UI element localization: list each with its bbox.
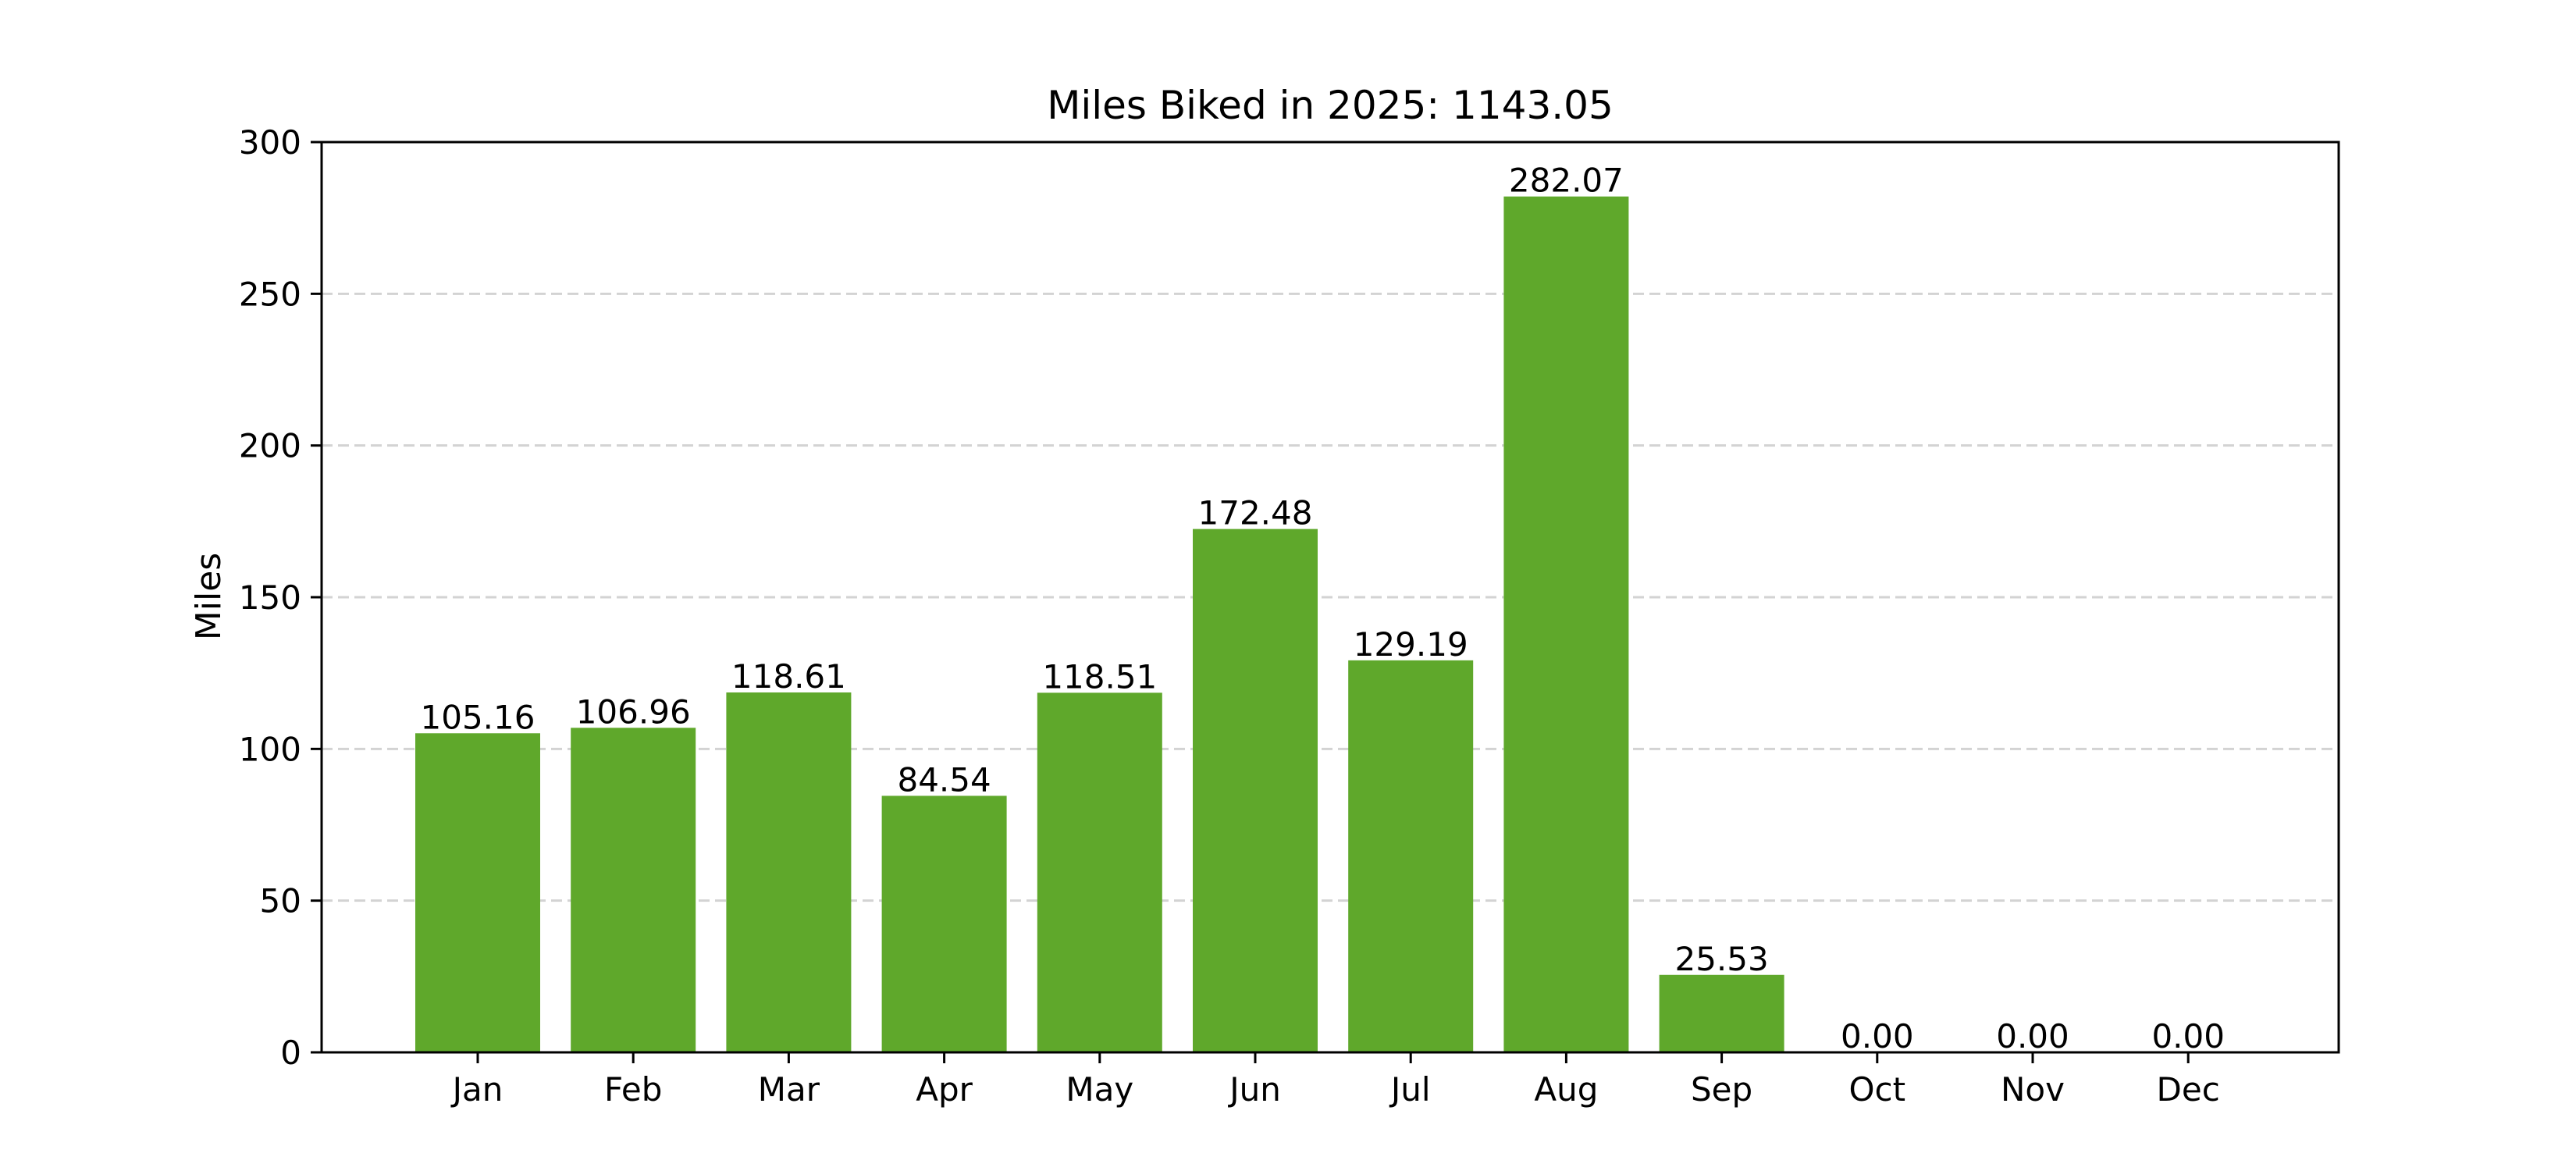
x-tick-label: May: [1066, 1070, 1133, 1109]
x-tick-label: Dec: [2157, 1070, 2220, 1109]
chart-title: Miles Biked in 2025: 1143.05: [1047, 83, 1614, 128]
bar-sep: [1659, 974, 1784, 1052]
y-tick-label: 300: [239, 123, 301, 162]
bar-apr: [881, 795, 1007, 1052]
bar-may: [1037, 692, 1162, 1052]
y-tick-label: 50: [260, 882, 301, 920]
bar-value-label: 105.16: [421, 698, 535, 736]
y-tick-label: 0: [280, 1034, 301, 1072]
bar-value-label: 84.54: [897, 760, 991, 799]
y-tick-label: 150: [239, 578, 301, 617]
bar-jul: [1348, 660, 1474, 1052]
bar-value-label: 282.07: [1509, 162, 1624, 200]
bar-jan: [415, 733, 540, 1052]
x-tick-label: Sep: [1691, 1070, 1752, 1109]
bar-value-label: 106.96: [576, 692, 691, 731]
x-tick-label: Jan: [450, 1070, 503, 1109]
bar-mar: [726, 692, 852, 1052]
bar-value-label: 172.48: [1198, 494, 1313, 532]
x-axis-ticks: Jan Feb Mar Apr May Jun Jul Aug Sep Oct Nov Dec: [450, 1052, 2220, 1109]
y-axis-label: Miles: [189, 553, 229, 640]
x-tick-label: Apr: [916, 1070, 973, 1109]
x-tick-label: Jul: [1389, 1070, 1431, 1109]
y-tick-label: 250: [239, 275, 301, 313]
x-tick-label: Feb: [604, 1070, 662, 1109]
bar-value-labels: 105.16 106.96 118.61 84.54 118.51 172.48 129.1…: [421, 162, 2225, 1055]
bar-value-label: 129.19: [1354, 625, 1468, 664]
bar-value-label: 0.00: [2151, 1017, 2225, 1055]
x-tick-label: Jun: [1227, 1070, 1281, 1109]
bar-aug: [1503, 196, 1629, 1052]
bar-value-label: 25.53: [1674, 940, 1768, 978]
y-axis-ticks: 0 50 100 150 200 250 300: [239, 123, 322, 1072]
y-tick-label: 100: [239, 730, 301, 768]
bars: [415, 196, 1784, 1052]
bar-value-label: 0.00: [1996, 1017, 2069, 1055]
bar-value-label: 118.61: [731, 657, 846, 696]
bar-jun: [1193, 529, 1318, 1052]
x-tick-label: Mar: [758, 1070, 820, 1109]
bar-feb: [571, 728, 696, 1052]
x-tick-label: Nov: [2001, 1070, 2065, 1109]
x-tick-label: Oct: [1848, 1070, 1905, 1109]
x-tick-label: Aug: [1534, 1070, 1598, 1109]
y-tick-label: 200: [239, 427, 301, 465]
bar-value-label: 118.51: [1042, 657, 1157, 696]
bar-value-label: 0.00: [1841, 1017, 1914, 1055]
